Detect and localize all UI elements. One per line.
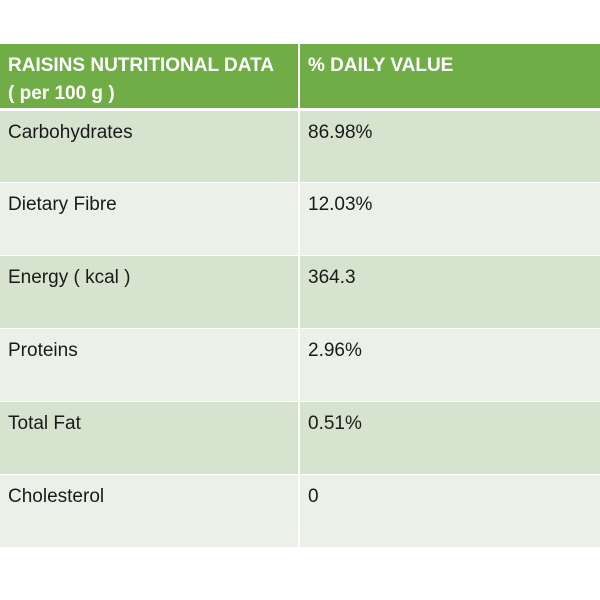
table-row: Carbohydrates 86.98% [0,109,600,183]
header-nutrient-column: RAISINS NUTRITIONAL DATA ( per 100 g ) [0,44,299,111]
header-unit: ( per 100 g ) [8,83,115,104]
nutrient-cell: Proteins [0,328,299,402]
value-cell: 364.3 [298,255,600,329]
value-cell: 2.96% [298,328,600,402]
table-row: Total Fat 0.51% [0,401,600,475]
value-cell: 86.98% [298,109,600,183]
header-daily-value-column: % DAILY VALUE [298,44,600,111]
value-cell: 0.51% [298,401,600,475]
nutrient-cell: Total Fat [0,401,299,475]
nutrient-cell: Dietary Fibre [0,182,299,256]
nutrient-cell: Energy ( kcal ) [0,255,299,329]
nutrition-table: RAISINS NUTRITIONAL DATA ( per 100 g ) %… [0,44,600,548]
nutrient-cell: Carbohydrates [0,109,299,183]
value-cell: 0 [298,474,600,548]
table-row: Proteins 2.96% [0,328,600,402]
nutrient-cell: Cholesterol [0,474,299,548]
table-row: Cholesterol 0 [0,474,600,548]
table-row: Energy ( kcal ) 364.3 [0,255,600,329]
table-row: Dietary Fibre 12.03% [0,182,600,256]
value-cell: 12.03% [298,182,600,256]
table-header-row: RAISINS NUTRITIONAL DATA ( per 100 g ) %… [0,44,600,111]
header-title: RAISINS NUTRITIONAL DATA [8,55,274,76]
